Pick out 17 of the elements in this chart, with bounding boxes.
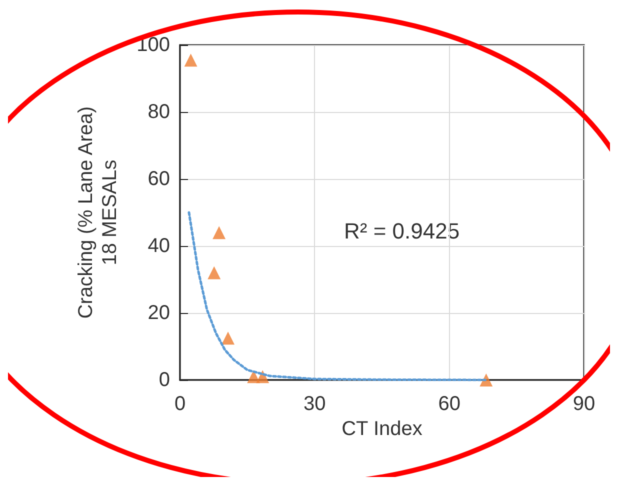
point bbox=[212, 226, 226, 240]
x-tick-label: 90 bbox=[572, 393, 596, 415]
y-axis-title: Cracking (% Lane Area) 18 MESALs bbox=[75, 106, 121, 319]
point bbox=[184, 54, 198, 67]
point bbox=[222, 332, 235, 345]
x-tick-label: 0 bbox=[174, 393, 186, 415]
y-tick-label: 40 bbox=[148, 235, 170, 257]
point bbox=[208, 266, 221, 280]
y-tick-label: 0 bbox=[158, 369, 170, 391]
y-tick-label: 60 bbox=[148, 168, 170, 190]
x-tick-label: 60 bbox=[438, 393, 460, 415]
y-tick-label: 20 bbox=[148, 302, 170, 324]
x-axis-title: CT Index bbox=[342, 418, 422, 440]
x-tick-label: 30 bbox=[304, 393, 326, 415]
y-tick-label: 80 bbox=[148, 101, 170, 123]
annotation: R² = 0.9425 bbox=[344, 218, 460, 244]
point bbox=[480, 374, 493, 386]
